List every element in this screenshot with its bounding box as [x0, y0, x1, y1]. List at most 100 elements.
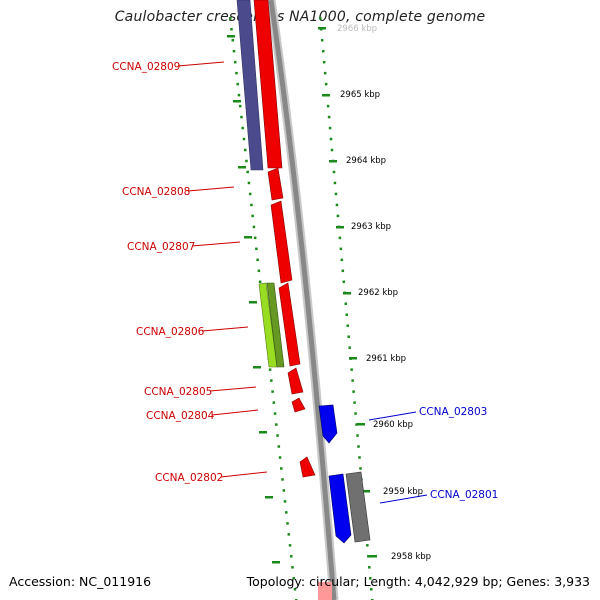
gene-ccna-02807: [270, 200, 293, 284]
inner-tick-dot: [278, 456, 282, 459]
outer-tick-dot: [322, 60, 326, 64]
label-connector: [211, 409, 259, 416]
outer-tick-dot: [333, 181, 337, 185]
outer-tick-dot: [338, 236, 342, 240]
inner-tick-dot: [252, 225, 256, 229]
gene-features: [236, 0, 371, 600]
scale-label: 2963 kbp: [351, 222, 391, 232]
label-connector: [201, 326, 249, 332]
inner-tick-dot: [272, 401, 276, 404]
outer-tick-dot: [328, 126, 332, 130]
outer-tick-dot: [351, 379, 354, 382]
outer-tick-dot: [335, 203, 339, 207]
outer-tick-dot: [327, 115, 331, 119]
inner-major-tick: [249, 301, 257, 304]
gene-label: CCNA_02802: [155, 472, 223, 484]
inner-tick-dot: [270, 379, 273, 382]
outer-tick-dot: [323, 71, 327, 75]
inner-major-tick: [253, 366, 261, 369]
outer-tick-dot: [353, 401, 356, 404]
inner-tick-dot: [231, 38, 234, 42]
outer-tick-dot: [369, 577, 372, 580]
inner-tick-dot: [251, 214, 254, 218]
inner-tick-dot: [248, 192, 252, 196]
label-connector: [177, 61, 225, 67]
outer-tick-dot: [355, 423, 358, 426]
inner-major-tick: [238, 166, 246, 169]
gene-bottom-fragment: [318, 582, 332, 600]
inner-tick-dot: [288, 544, 292, 547]
gene-ccna-02808: [267, 167, 284, 201]
scale-label: 2966 kbp: [337, 24, 377, 34]
inner-tick-dot: [286, 522, 289, 525]
inner-tick-dot: [291, 566, 294, 569]
inner-tick-dot: [273, 412, 277, 415]
inner-tick-dot: [235, 71, 238, 75]
gene-ccna-02801-rev: [345, 471, 371, 543]
label-connector: [368, 411, 417, 421]
label-connector: [191, 241, 241, 247]
outer-tick-dot: [367, 555, 370, 558]
inner-tick-dot: [250, 203, 253, 207]
inner-tick-dot: [245, 159, 248, 163]
outer-tick-dot: [336, 214, 340, 218]
gene-label: CCNA_02806: [136, 326, 205, 338]
topology-text: Topology: circular; Length: 4,042,929 bp…: [246, 574, 590, 589]
outer-tick-dot: [354, 412, 357, 415]
gene-labels: CCNA_02809 CCNA_02808 CCNA_02807 CCNA_02806…: [112, 61, 498, 501]
inner-tick-dot: [246, 170, 249, 174]
outer-tick-dot: [341, 269, 345, 273]
outer-tick-dot: [366, 544, 369, 547]
gene-ccna-02805: [287, 367, 304, 395]
label-connector: [220, 471, 268, 478]
gene-ccna-02803: [318, 404, 338, 444]
outer-tick-dot: [330, 148, 334, 152]
inner-tick-dot: [255, 247, 258, 251]
inner-tick-dot: [268, 368, 272, 371]
inner-tick-dot: [281, 478, 284, 481]
genome-backbone-core: [268, 0, 337, 600]
scale-label: 2964 kbp: [346, 156, 386, 166]
outer-major-tick: [343, 292, 351, 295]
inner-tick-dot: [243, 148, 247, 152]
gene-ccna-02809-fwd: [253, 0, 283, 169]
outer-tick-dot: [345, 313, 348, 316]
outer-tick-dot: [324, 82, 328, 86]
gene-ccna-02806-shade: [266, 282, 285, 368]
inner-tick-dot: [238, 104, 242, 108]
outer-tick-dot: [320, 38, 324, 42]
inner-tick-dot: [233, 60, 237, 64]
gene-label: CCNA_02808: [122, 186, 190, 198]
inner-tick-dot: [280, 467, 283, 470]
inner-major-tick: [259, 431, 267, 434]
inner-tick-dot: [277, 445, 281, 448]
outer-tick-dot: [332, 170, 336, 174]
outer-major-tick: [349, 357, 357, 360]
outer-tick-dot: [334, 192, 338, 196]
gene-ccna-02809: [236, 0, 264, 171]
inner-tick-dot: [258, 280, 262, 284]
outer-tick-dot: [321, 49, 325, 53]
scale-label: 2965 kbp: [340, 90, 380, 100]
inner-major-tick: [233, 100, 241, 103]
outer-tick-dot: [357, 445, 360, 448]
inner-tick-dot: [285, 511, 288, 514]
gene-label: CCNA_02803: [419, 406, 487, 418]
inner-tick-dot: [290, 555, 293, 558]
inner-major-tick: [244, 236, 252, 239]
gene-label: CCNA_02809: [112, 61, 180, 73]
inner-tick-dot: [241, 126, 244, 130]
outer-tick-dot: [326, 104, 330, 108]
gene-label: CCNA_02807: [127, 241, 195, 253]
label-connector: [209, 386, 257, 392]
outer-major-tick: [362, 490, 370, 493]
inner-tick-dot: [293, 588, 297, 591]
gene-ccna-02802: [299, 456, 316, 478]
outer-tick-dot: [370, 588, 373, 591]
outer-major-tick: [336, 226, 344, 229]
scale-label: 2959 kbp: [383, 487, 423, 497]
outer-tick-dot: [352, 390, 355, 393]
outer-tick-dot: [358, 456, 361, 459]
label-connector: [187, 186, 235, 192]
inner-tick-dot: [257, 269, 261, 273]
